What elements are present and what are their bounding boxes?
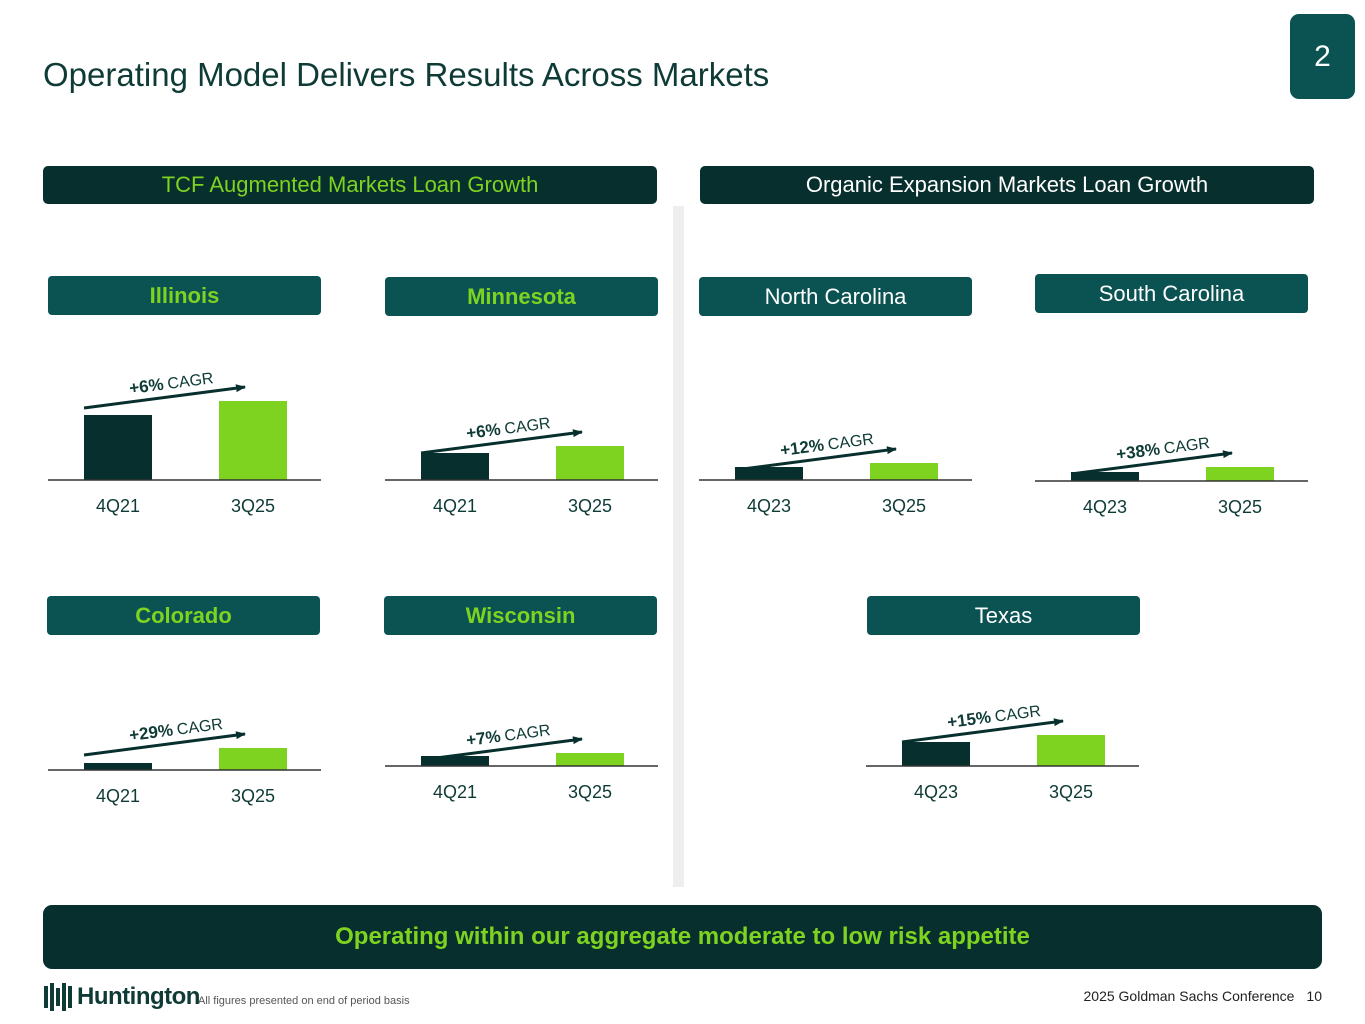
logo-wordmark: Huntington: [77, 983, 200, 1010]
cagr-label: +15% CAGR: [946, 701, 1042, 732]
tick-label-4q21: 4Q21: [96, 786, 140, 806]
cagr-suffix: CAGR: [994, 703, 1042, 726]
huntington-logo: Huntington: [43, 982, 200, 1012]
bar-texas-3q25: [1037, 735, 1105, 766]
tick-label-4q21: 4Q21: [96, 496, 140, 516]
chart-wisconsin: 4Q21 3Q25 +7% CAGR: [385, 720, 658, 802]
bar-minnesota-3q25: [556, 446, 624, 480]
bar-wisconsin-3q25: [556, 753, 624, 766]
chart-north-carolina: 4Q23 3Q25 +12% CAGR: [699, 429, 972, 516]
bar-wisconsin-4q21: [421, 756, 489, 766]
page-title: Operating Model Delivers Results Across …: [43, 56, 770, 93]
tick-label-4q21: 4Q21: [433, 782, 477, 802]
tick-label-4q21: 4Q21: [433, 496, 477, 516]
market-header-north-carolina: North Carolina: [699, 277, 972, 316]
chart-colorado: 4Q21 3Q25 +29% CAGR: [48, 714, 321, 806]
bar-colorado-3q25: [219, 748, 287, 770]
cagr-suffix: CAGR: [1163, 435, 1211, 458]
tick-label-3q25: 3Q25: [1049, 782, 1093, 802]
risk-appetite-banner: Operating within our aggregate moderate …: [43, 905, 1322, 969]
tick-label-4q23: 4Q23: [914, 782, 958, 802]
growth-arrow: [83, 384, 246, 410]
cagr-label: +29% CAGR: [128, 714, 224, 745]
cagr-value: +7%: [465, 727, 502, 750]
section-header-organic: Organic Expansion Markets Loan Growth: [700, 166, 1314, 204]
cagr-suffix: CAGR: [176, 716, 224, 739]
bar-south-carolina-4q23: [1071, 472, 1139, 481]
bar-colorado-4q21: [84, 763, 152, 770]
growth-arrow: [1070, 450, 1233, 476]
cagr-value: +6%: [465, 420, 502, 443]
cagr-value: +38%: [1115, 439, 1161, 464]
market-header-minnesota: Minnesota: [385, 277, 658, 316]
bar-texas-4q23: [902, 742, 970, 766]
cagr-label: +7% CAGR: [465, 720, 551, 750]
cagr-suffix: CAGR: [827, 431, 875, 454]
cagr-value: +15%: [946, 707, 992, 732]
conference-name: 2025 Goldman Sachs Conference: [1083, 988, 1295, 1004]
section-divider: [673, 206, 684, 887]
chart-minnesota: 4Q21 3Q25 +6% CAGR: [385, 413, 658, 516]
bar-minnesota-4q21: [421, 453, 489, 480]
cagr-label: +38% CAGR: [1115, 433, 1211, 464]
tick-label-4q23: 4Q23: [1083, 497, 1127, 517]
chart-texas: 4Q23 3Q25 +15% CAGR: [866, 701, 1139, 802]
tick-label-3q25: 3Q25: [231, 496, 275, 516]
chart-south-carolina: 4Q23 3Q25 +38% CAGR: [1035, 433, 1308, 517]
bar-north-carolina-4q23: [735, 467, 803, 480]
footnote: All figures presented on end of period b…: [198, 995, 410, 1007]
bar-south-carolina-3q25: [1206, 467, 1274, 481]
tick-label-3q25: 3Q25: [882, 496, 926, 516]
market-header-colorado: Colorado: [47, 596, 320, 635]
tick-label-3q25: 3Q25: [568, 496, 612, 516]
slide-number-badge: 2: [1290, 14, 1355, 99]
market-header-south-carolina: South Carolina: [1035, 274, 1308, 313]
huntington-logo-icon: [44, 983, 72, 1011]
growth-arrow: [734, 446, 897, 472]
cagr-value: +6%: [128, 375, 165, 398]
tick-label-3q25: 3Q25: [568, 782, 612, 802]
tick-label-3q25: 3Q25: [231, 786, 275, 806]
cagr-suffix: CAGR: [503, 722, 551, 745]
page-number: 10: [1306, 988, 1322, 1004]
market-header-texas: Texas: [867, 596, 1140, 635]
cagr-label: +6% CAGR: [465, 413, 551, 443]
conference-footer: 2025 Goldman Sachs Conference 10: [1084, 988, 1323, 1004]
cagr-value: +29%: [128, 720, 174, 745]
growth-arrow: [83, 731, 246, 757]
bar-illinois-4q21: [84, 415, 152, 480]
growth-arrow: [901, 718, 1064, 744]
growth-arrow: [420, 429, 583, 455]
cagr-label: +12% CAGR: [779, 429, 875, 460]
section-header-tcf: TCF Augmented Markets Loan Growth: [43, 166, 657, 204]
tick-label-4q23: 4Q23: [747, 496, 791, 516]
growth-arrow: [420, 736, 583, 762]
cagr-value: +12%: [779, 435, 825, 460]
chart-illinois: 4Q21 3Q25 +6% CAGR: [48, 368, 321, 516]
market-header-wisconsin: Wisconsin: [384, 596, 657, 635]
bar-illinois-3q25: [219, 401, 287, 480]
cagr-label: +6% CAGR: [128, 368, 214, 398]
tick-label-3q25: 3Q25: [1218, 497, 1262, 517]
bar-north-carolina-3q25: [870, 463, 938, 480]
cagr-suffix: CAGR: [503, 415, 551, 438]
cagr-suffix: CAGR: [166, 370, 214, 393]
market-header-illinois: Illinois: [48, 276, 321, 315]
